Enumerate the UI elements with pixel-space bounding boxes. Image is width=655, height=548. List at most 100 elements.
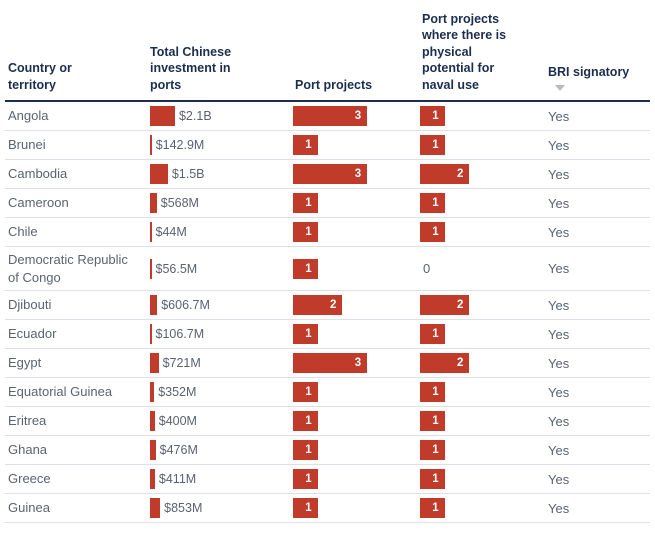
port-projects-bar: 1: [293, 469, 318, 489]
country-label: Ghana: [8, 442, 48, 458]
investment-label: $106.7M: [155, 327, 205, 341]
col-header-label: Port projects: [295, 77, 373, 92]
naval-potential-bar: 2: [420, 164, 470, 184]
col-header-label: Country or territory: [8, 61, 72, 92]
port-projects-bar-cell: 1: [293, 382, 420, 402]
investment-bar: [150, 222, 152, 242]
port-projects-bar-cell: 1: [293, 440, 420, 460]
investment-bar: [150, 353, 159, 373]
table-row: Chile $44M 1 1 Yes: [5, 218, 650, 247]
port-projects-bar: 1: [293, 135, 318, 155]
investment-label: $56.5M: [155, 261, 198, 276]
investment-label: $400M: [158, 414, 197, 428]
table-row: Djibouti $606.7M 2 2 Yes: [5, 291, 650, 320]
table-row: Angola $2.1B 3 1 Yes: [5, 102, 650, 131]
naval-potential-bar: 1: [420, 498, 445, 518]
table-row: Equatorial Guinea $352M 1 1 Yes: [5, 378, 650, 407]
port-projects-bar-cell: 3: [293, 106, 420, 126]
investment-bar: [150, 106, 175, 126]
port-projects-bar-cell: 1: [293, 135, 420, 155]
port-projects-bar-cell: 1: [293, 222, 420, 242]
investment-label: $2.1B: [178, 109, 212, 123]
investment-cell: $568M: [150, 193, 293, 213]
port-projects-bar: 3: [293, 164, 368, 184]
port-projects-bar-cell: 1: [293, 324, 420, 344]
investment-label: $411M: [158, 472, 197, 486]
bri-signatory-cell: Yes: [548, 261, 570, 276]
port-projects-bar: 1: [293, 440, 318, 460]
bri-signatory-cell: Yes: [548, 108, 570, 124]
investment-label: $853M: [164, 501, 203, 515]
port-projects-bar: 3: [293, 106, 368, 126]
naval-potential-bar: 1: [420, 106, 445, 126]
investment-bar: [150, 469, 155, 489]
table-row: Ghana $476M 1 1 Yes: [5, 436, 650, 465]
table-row: Cambodia $1.5B 3 2 Yes: [5, 160, 650, 189]
naval-potential-bar: 2: [420, 295, 470, 315]
country-cell: Angola: [5, 107, 150, 125]
country-label: Guinea: [8, 500, 50, 516]
country-label: Cameroon: [8, 195, 69, 211]
country-label: Djibouti: [8, 297, 52, 313]
country-cell: Democratic Republic of Congo: [5, 251, 150, 286]
port-projects-bar-cell: 1: [293, 469, 420, 489]
investment-cell: $44M: [150, 222, 293, 242]
country-cell: Cameroon: [5, 194, 150, 212]
investment-label: $44M: [155, 225, 187, 239]
investment-bar: [150, 164, 168, 184]
port-projects-bar: 1: [293, 324, 318, 344]
table-body: Angola $2.1B 3 1 Yes Brunei $142.9M 1 1 Yes Cambod…: [5, 102, 650, 523]
country-cell: Equatorial Guinea: [5, 383, 150, 401]
port-projects-bar: 1: [293, 382, 318, 402]
bri-signatory-cell: Yes: [548, 166, 570, 182]
country-cell: Cambodia: [5, 165, 150, 183]
table-header-row: Country or territory Total Chinese inves…: [5, 0, 650, 102]
naval-potential-bar-cell: 2: [420, 295, 546, 315]
col-header-label: BRI signatory: [548, 64, 630, 79]
table-row: Greece $411M 1 1 Yes: [5, 465, 650, 494]
investment-cell: $411M: [150, 469, 293, 489]
naval-potential-bar-cell: 2: [420, 353, 546, 373]
country-label: Greece: [8, 471, 51, 487]
naval-potential-bar-cell: 2: [420, 164, 546, 184]
naval-potential-bar: 1: [420, 440, 445, 460]
investment-bar: [150, 440, 156, 460]
country-label: Equatorial Guinea: [8, 384, 113, 400]
naval-potential-bar-cell: 1: [420, 440, 546, 460]
naval-potential-bar: 1: [420, 411, 445, 431]
investment-bar: [150, 295, 158, 315]
naval-potential-bar-cell: 1: [420, 324, 546, 344]
port-projects-bar: 1: [293, 258, 318, 279]
naval-potential-bar-cell: 0: [420, 260, 546, 278]
country-label: Democratic Republic of Congo: [8, 252, 128, 285]
country-cell: Egypt: [5, 354, 150, 372]
investment-cell: $853M: [150, 498, 293, 518]
naval-potential-bar: 2: [420, 353, 470, 373]
investment-cell: $352M: [150, 382, 293, 402]
investment-cell: $142.9M: [150, 135, 293, 155]
investment-label: $476M: [159, 443, 198, 457]
country-cell: Chile: [5, 223, 150, 241]
port-projects-bar-cell: 1: [293, 193, 420, 213]
port-projects-bar-cell: 1: [293, 411, 420, 431]
naval-potential-bar-cell: 1: [420, 469, 546, 489]
naval-potential-bar: 1: [420, 222, 445, 242]
investment-bar: [150, 382, 155, 402]
investment-bar: [150, 258, 152, 279]
table-row: Cameroon $568M 1 1 Yes: [5, 189, 650, 218]
col-header-investment: Total Chinese investment in ports: [150, 44, 293, 101]
investment-bar: [150, 135, 152, 155]
country-cell: Eritrea: [5, 412, 150, 430]
col-header-bri-signatory[interactable]: BRI signatory: [546, 64, 650, 101]
country-cell: Ecuador: [5, 325, 150, 343]
port-projects-bar-cell: 1: [293, 258, 420, 279]
table-row: Eritrea $400M 1 1 Yes: [5, 407, 650, 436]
port-projects-bar: 2: [293, 295, 343, 315]
bri-signatory-cell: Yes: [548, 326, 570, 342]
naval-potential-bar: 1: [420, 469, 445, 489]
port-projects-bar-cell: 1: [293, 498, 420, 518]
table-row: Democratic Republic of Congo $56.5M 1 0 Yes: [5, 247, 650, 291]
naval-potential-bar: 1: [420, 193, 445, 213]
col-header-port-projects: Port projects: [293, 77, 420, 101]
investment-label: $352M: [158, 385, 197, 399]
